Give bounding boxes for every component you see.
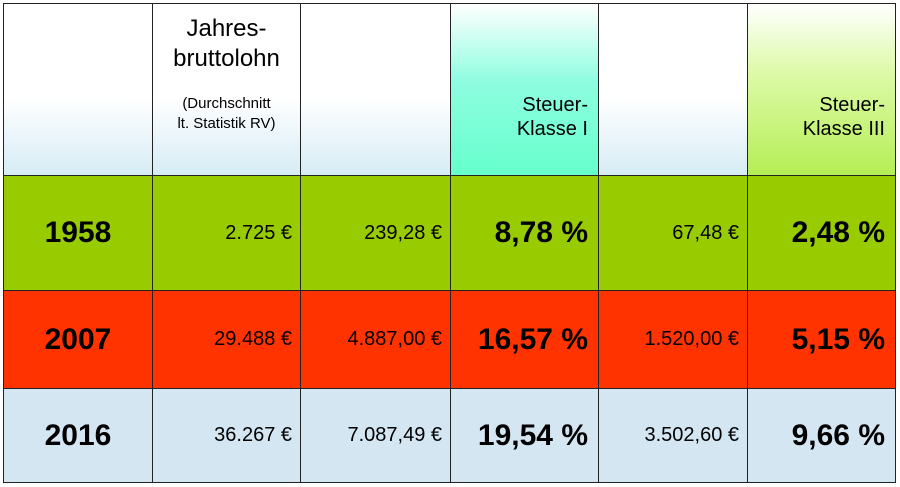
cell-text: 36.267 €: [214, 424, 292, 446]
header-note: (Durchschnitt: [182, 95, 271, 112]
cell-text: 16,57 %: [477, 322, 588, 356]
cell-text: 5,15 %: [791, 322, 885, 356]
value-cell: 19,54 %: [451, 389, 599, 483]
cell-text: 2007: [44, 322, 112, 356]
year-cell: 2007: [4, 291, 153, 389]
cell-text: 9,66 %: [791, 418, 885, 452]
header-text: Steuer-: [819, 94, 885, 116]
header-cell: Steuer- Klasse III: [748, 4, 896, 176]
value-cell: 2.725 €: [153, 176, 301, 291]
cell-text: 3.502,60 €: [644, 424, 739, 446]
cell-text: 1958: [44, 216, 112, 249]
header-text: Jahres-: [186, 15, 267, 42]
cell-text: 2.725 €: [225, 221, 292, 244]
table: Jahres-bruttolohn (Durchschnitt lt. Statis…: [3, 3, 896, 483]
cell-text: 7.087,49 €: [347, 424, 442, 446]
cell-text: 8,78 %: [494, 216, 588, 249]
cell-text: 2016: [44, 418, 112, 452]
value-cell: 1.520,00 €: [599, 291, 748, 389]
header-text: Klasse I: [516, 118, 588, 140]
cell-text: 2,48 %: [791, 216, 885, 249]
cell-text: 19,54 %: [477, 418, 588, 452]
cell-text: 4.887,00 €: [347, 328, 442, 350]
year-cell: 2016: [4, 389, 153, 483]
value-cell: 29.488 €: [153, 291, 301, 389]
value-cell: 2,48 %: [748, 176, 896, 291]
header-cell: Jahres-bruttolohn (Durchschnitt lt. Statis…: [153, 4, 301, 176]
header-text: bruttolohn: [173, 45, 280, 72]
value-cell: 239,28 €: [301, 176, 451, 291]
header-cell: [4, 4, 153, 176]
cell-text: 67,48 €: [672, 221, 739, 244]
value-cell: 3.502,60 €: [599, 389, 748, 483]
spacer: [153, 74, 300, 94]
value-cell: 5,15 %: [748, 291, 896, 389]
header-cell: [301, 4, 451, 176]
value-cell: 9,66 %: [748, 389, 896, 483]
header-text: Klasse III: [802, 118, 885, 140]
cell-text: 1.520,00 €: [644, 328, 739, 350]
value-cell: 67,48 €: [599, 176, 748, 291]
header-cell: [599, 4, 748, 176]
cell-text: 29.488 €: [214, 328, 292, 350]
value-cell: 36.267 €: [153, 389, 301, 483]
header-text: Steuer-: [522, 94, 588, 116]
year-cell: 1958: [4, 176, 153, 291]
value-cell: 7.087,49 €: [301, 389, 451, 483]
value-cell: 16,57 %: [451, 291, 599, 389]
value-cell: 4.887,00 €: [301, 291, 451, 389]
value-cell: 8,78 %: [451, 176, 599, 291]
header-note: lt. Statistik RV): [177, 115, 276, 132]
cell-text: 239,28 €: [364, 221, 442, 244]
header-cell: Steuer- Klasse I: [451, 4, 599, 176]
